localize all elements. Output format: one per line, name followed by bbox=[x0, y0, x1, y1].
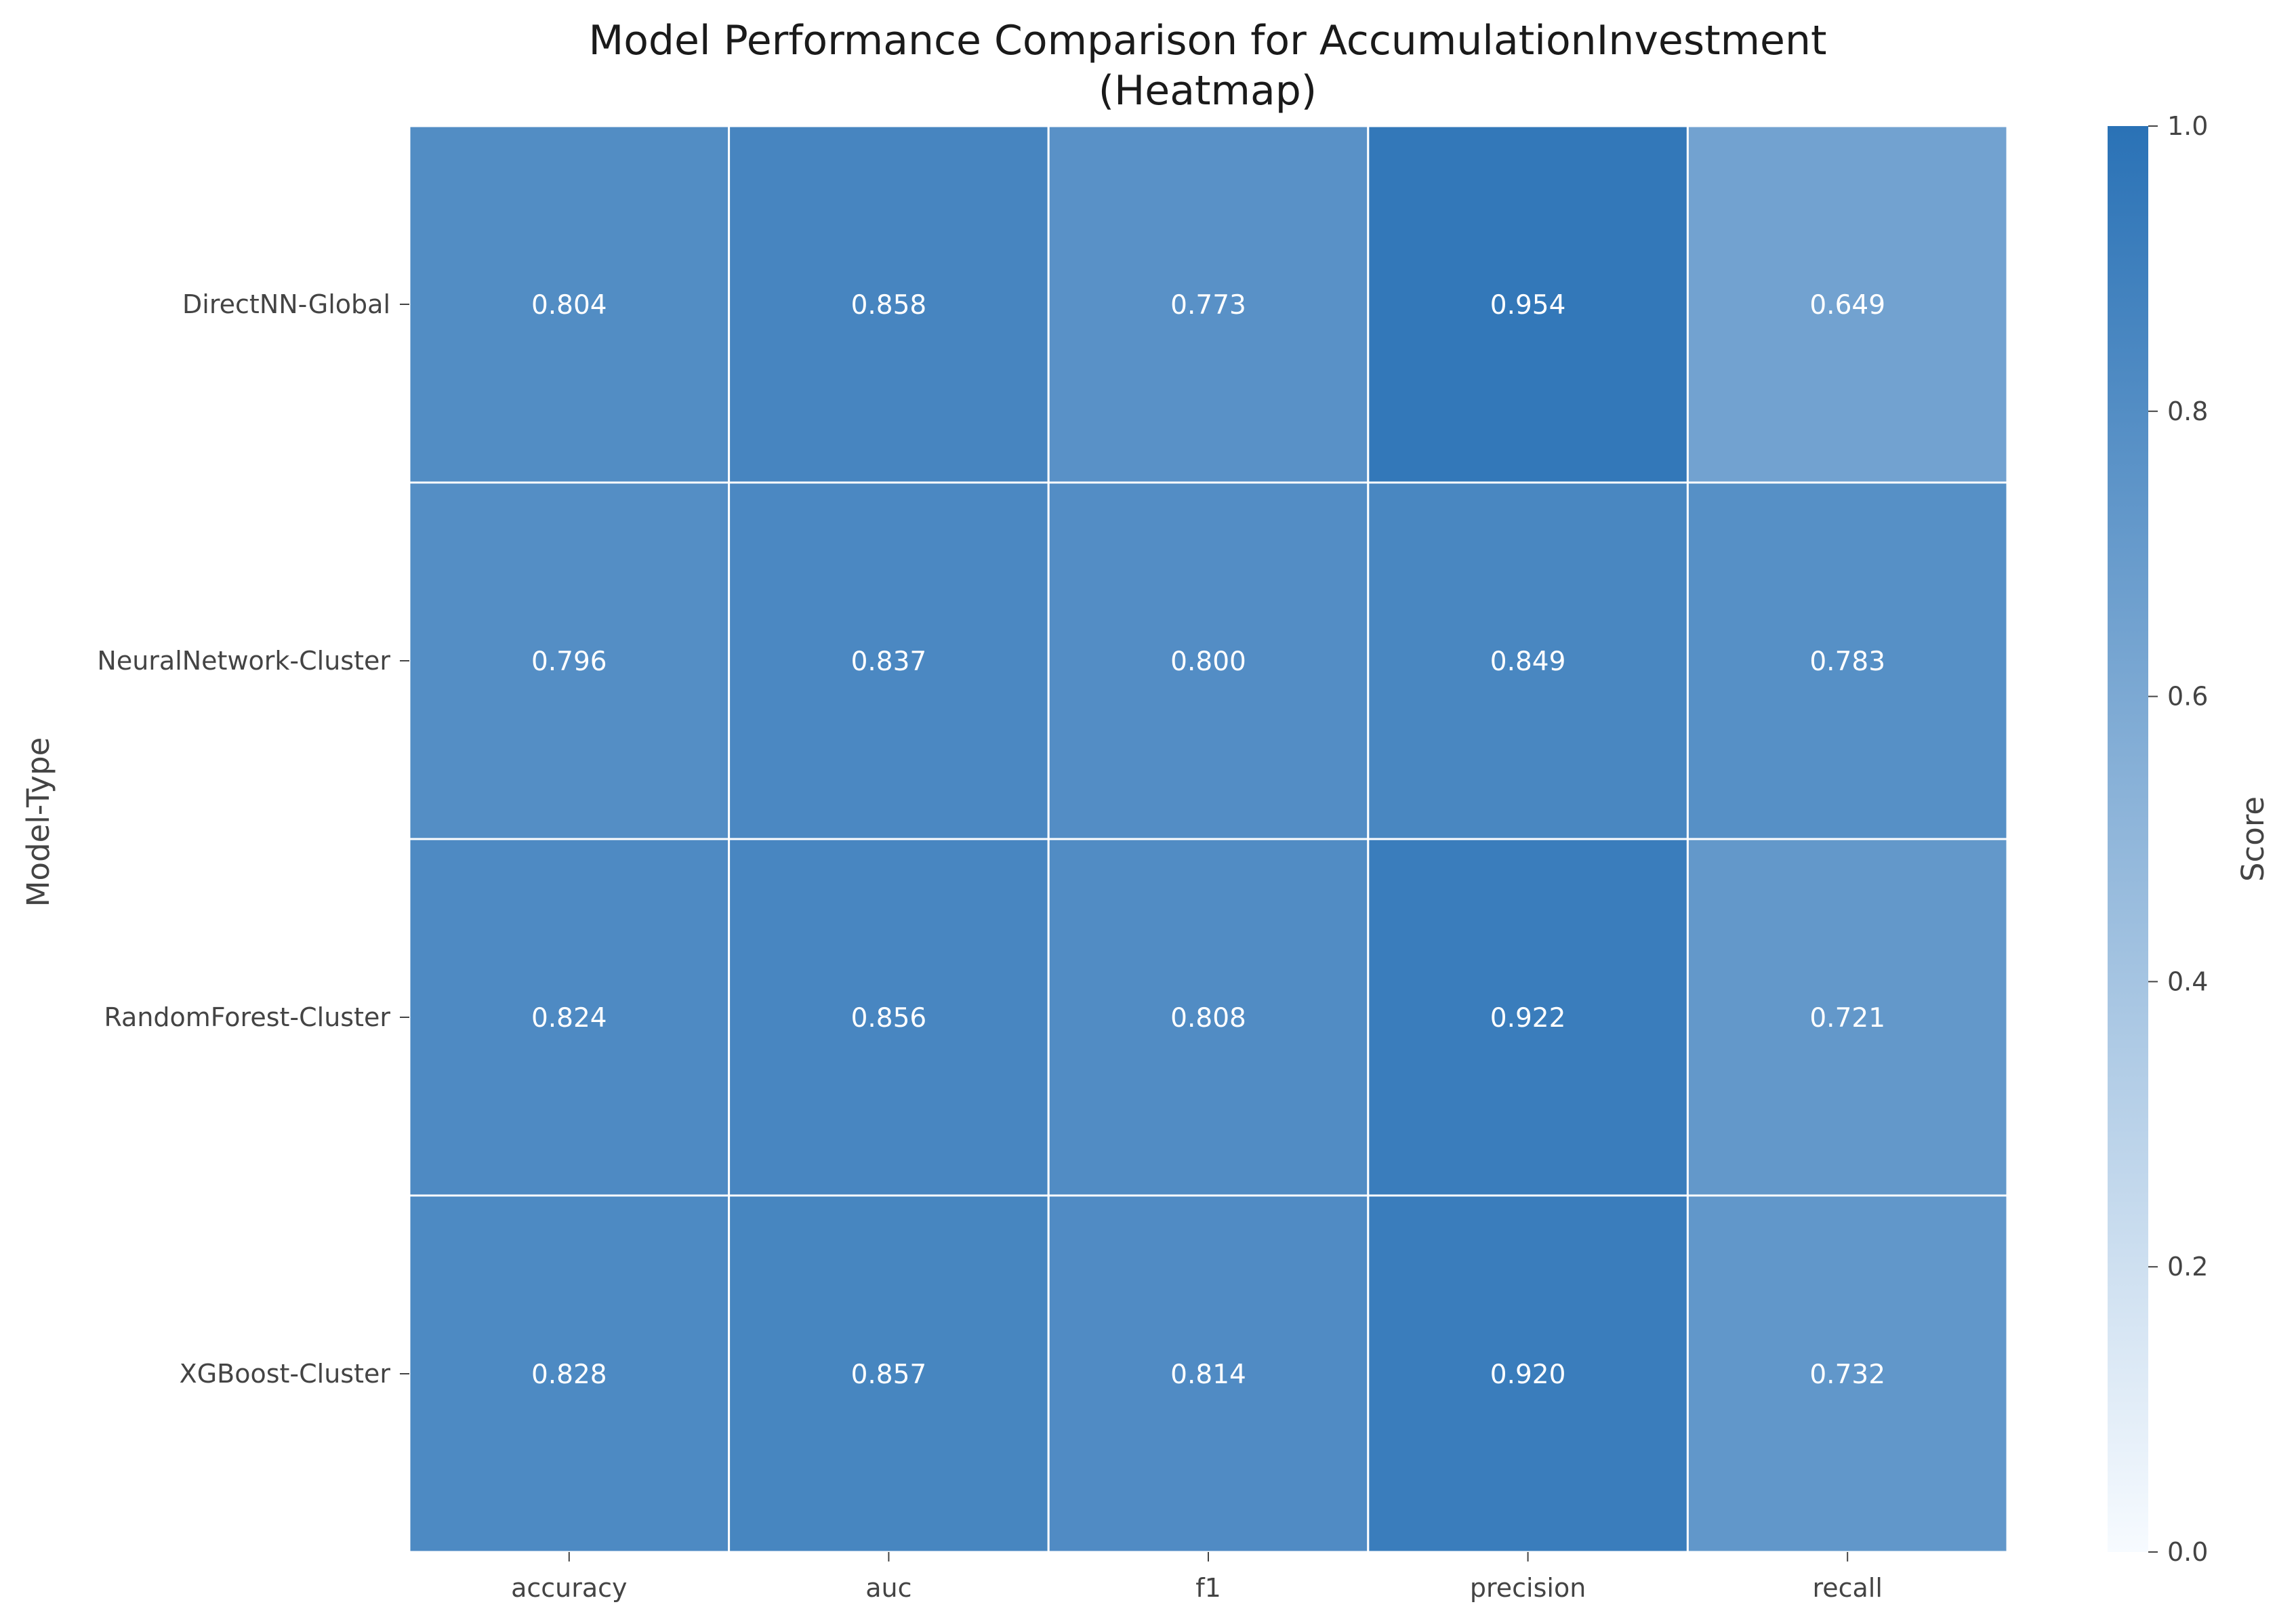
heatmap-cell bbox=[728, 125, 1050, 484]
heatmap-cell-label: 0.773 bbox=[1170, 290, 1246, 321]
colorbar-tick-label: 0.6 bbox=[2167, 682, 2208, 712]
colorbar-tick-label: 0.4 bbox=[2167, 966, 2208, 996]
heatmap-cell-label: 0.804 bbox=[531, 290, 607, 321]
heatmap-cell bbox=[728, 1194, 1050, 1553]
heatmap-cell-label: 0.649 bbox=[1809, 290, 1885, 321]
colorbar-scale bbox=[2108, 126, 2148, 1552]
heatmap-cell bbox=[728, 838, 1050, 1197]
heatmap-cell bbox=[1047, 838, 1370, 1197]
y-tick-label: XGBoost-Cluster bbox=[180, 1359, 391, 1389]
x-tick-label: f1 bbox=[1195, 1573, 1221, 1603]
colorbar: 0.0 0.2 0.4 0.6 0.8 1.0 Score bbox=[2108, 111, 2271, 1567]
colorbar-label: Score bbox=[2235, 796, 2271, 882]
x-tick-label: auc bbox=[865, 1573, 911, 1603]
heatmap-cell bbox=[408, 125, 731, 484]
y-tick-label: RandomForest-Cluster bbox=[104, 1002, 390, 1032]
heatmap-cells bbox=[408, 125, 2009, 1553]
heatmap-cell-label: 0.922 bbox=[1490, 1003, 1566, 1034]
heatmap-cell-label: 0.954 bbox=[1490, 290, 1566, 321]
heatmap-cell-label: 0.858 bbox=[851, 290, 927, 321]
heatmap-cell bbox=[1047, 481, 1370, 840]
heatmap-cell-label: 0.856 bbox=[851, 1003, 927, 1034]
heatmap-cell-label: 0.721 bbox=[1809, 1003, 1885, 1034]
colorbar-tick-label: 0.8 bbox=[2167, 396, 2208, 426]
heatmap-cell bbox=[1686, 125, 2009, 484]
chart-title: Model Performance Comparison for Accumul… bbox=[588, 17, 1826, 64]
heatmap-cell-label: 0.828 bbox=[531, 1360, 607, 1390]
heatmap-cell bbox=[1686, 838, 2009, 1197]
heatmap-cell bbox=[1047, 1194, 1370, 1553]
heatmap-cell-labels: 0.804 0.858 0.773 0.954 0.649 0.796 0.837 0.800… bbox=[531, 290, 1885, 1390]
colorbar-tick-label: 0.2 bbox=[2167, 1252, 2208, 1282]
chart-subtitle: (Heatmap) bbox=[1099, 67, 1317, 115]
y-axis-label: Model-Type bbox=[20, 737, 56, 907]
heatmap-cell bbox=[728, 481, 1050, 840]
x-tick-label: accuracy bbox=[511, 1573, 627, 1603]
x-tick-label: precision bbox=[1470, 1573, 1586, 1603]
heatmap-cell bbox=[1367, 125, 1689, 484]
heatmap-cell bbox=[1686, 1194, 2009, 1553]
heatmap-cell-label: 0.796 bbox=[531, 647, 607, 677]
heatmap-cell-label: 0.857 bbox=[851, 1360, 927, 1390]
y-tick-label: NeuralNetwork-Cluster bbox=[97, 646, 390, 676]
heatmap-cell-label: 0.800 bbox=[1170, 647, 1246, 677]
x-axis-ticks: accuracy auc f1 precision recall bbox=[511, 1552, 1883, 1603]
heatmap-cell bbox=[1367, 838, 1689, 1197]
y-tick-label: DirectNN-Global bbox=[182, 289, 390, 319]
x-tick-label: recall bbox=[1812, 1573, 1882, 1603]
heatmap-cell bbox=[1047, 125, 1370, 484]
heatmap-cell-label: 0.837 bbox=[851, 647, 927, 677]
heatmap-cell-label: 0.732 bbox=[1809, 1360, 1885, 1390]
heatmap-cell-label: 0.783 bbox=[1809, 647, 1885, 677]
y-axis-ticks: DirectNN-Global NeuralNetwork-Cluster Rand… bbox=[97, 289, 409, 1389]
heatmap-cell-label: 0.808 bbox=[1170, 1003, 1246, 1034]
heatmap-cell bbox=[408, 481, 731, 840]
heatmap-cell-label: 0.824 bbox=[531, 1003, 607, 1034]
heatmap-cell-label: 0.814 bbox=[1170, 1360, 1246, 1390]
heatmap-cell bbox=[1686, 481, 2009, 840]
colorbar-tick-label: 1.0 bbox=[2167, 111, 2208, 141]
heatmap-cell-label: 0.849 bbox=[1490, 647, 1566, 677]
heatmap-cell-label: 0.920 bbox=[1490, 1360, 1566, 1390]
colorbar-tick-label: 0.0 bbox=[2167, 1537, 2208, 1567]
colorbar-ticks: 0.0 0.2 0.4 0.6 0.8 1.0 bbox=[2148, 111, 2208, 1567]
heatmap-cell bbox=[1367, 1194, 1689, 1553]
